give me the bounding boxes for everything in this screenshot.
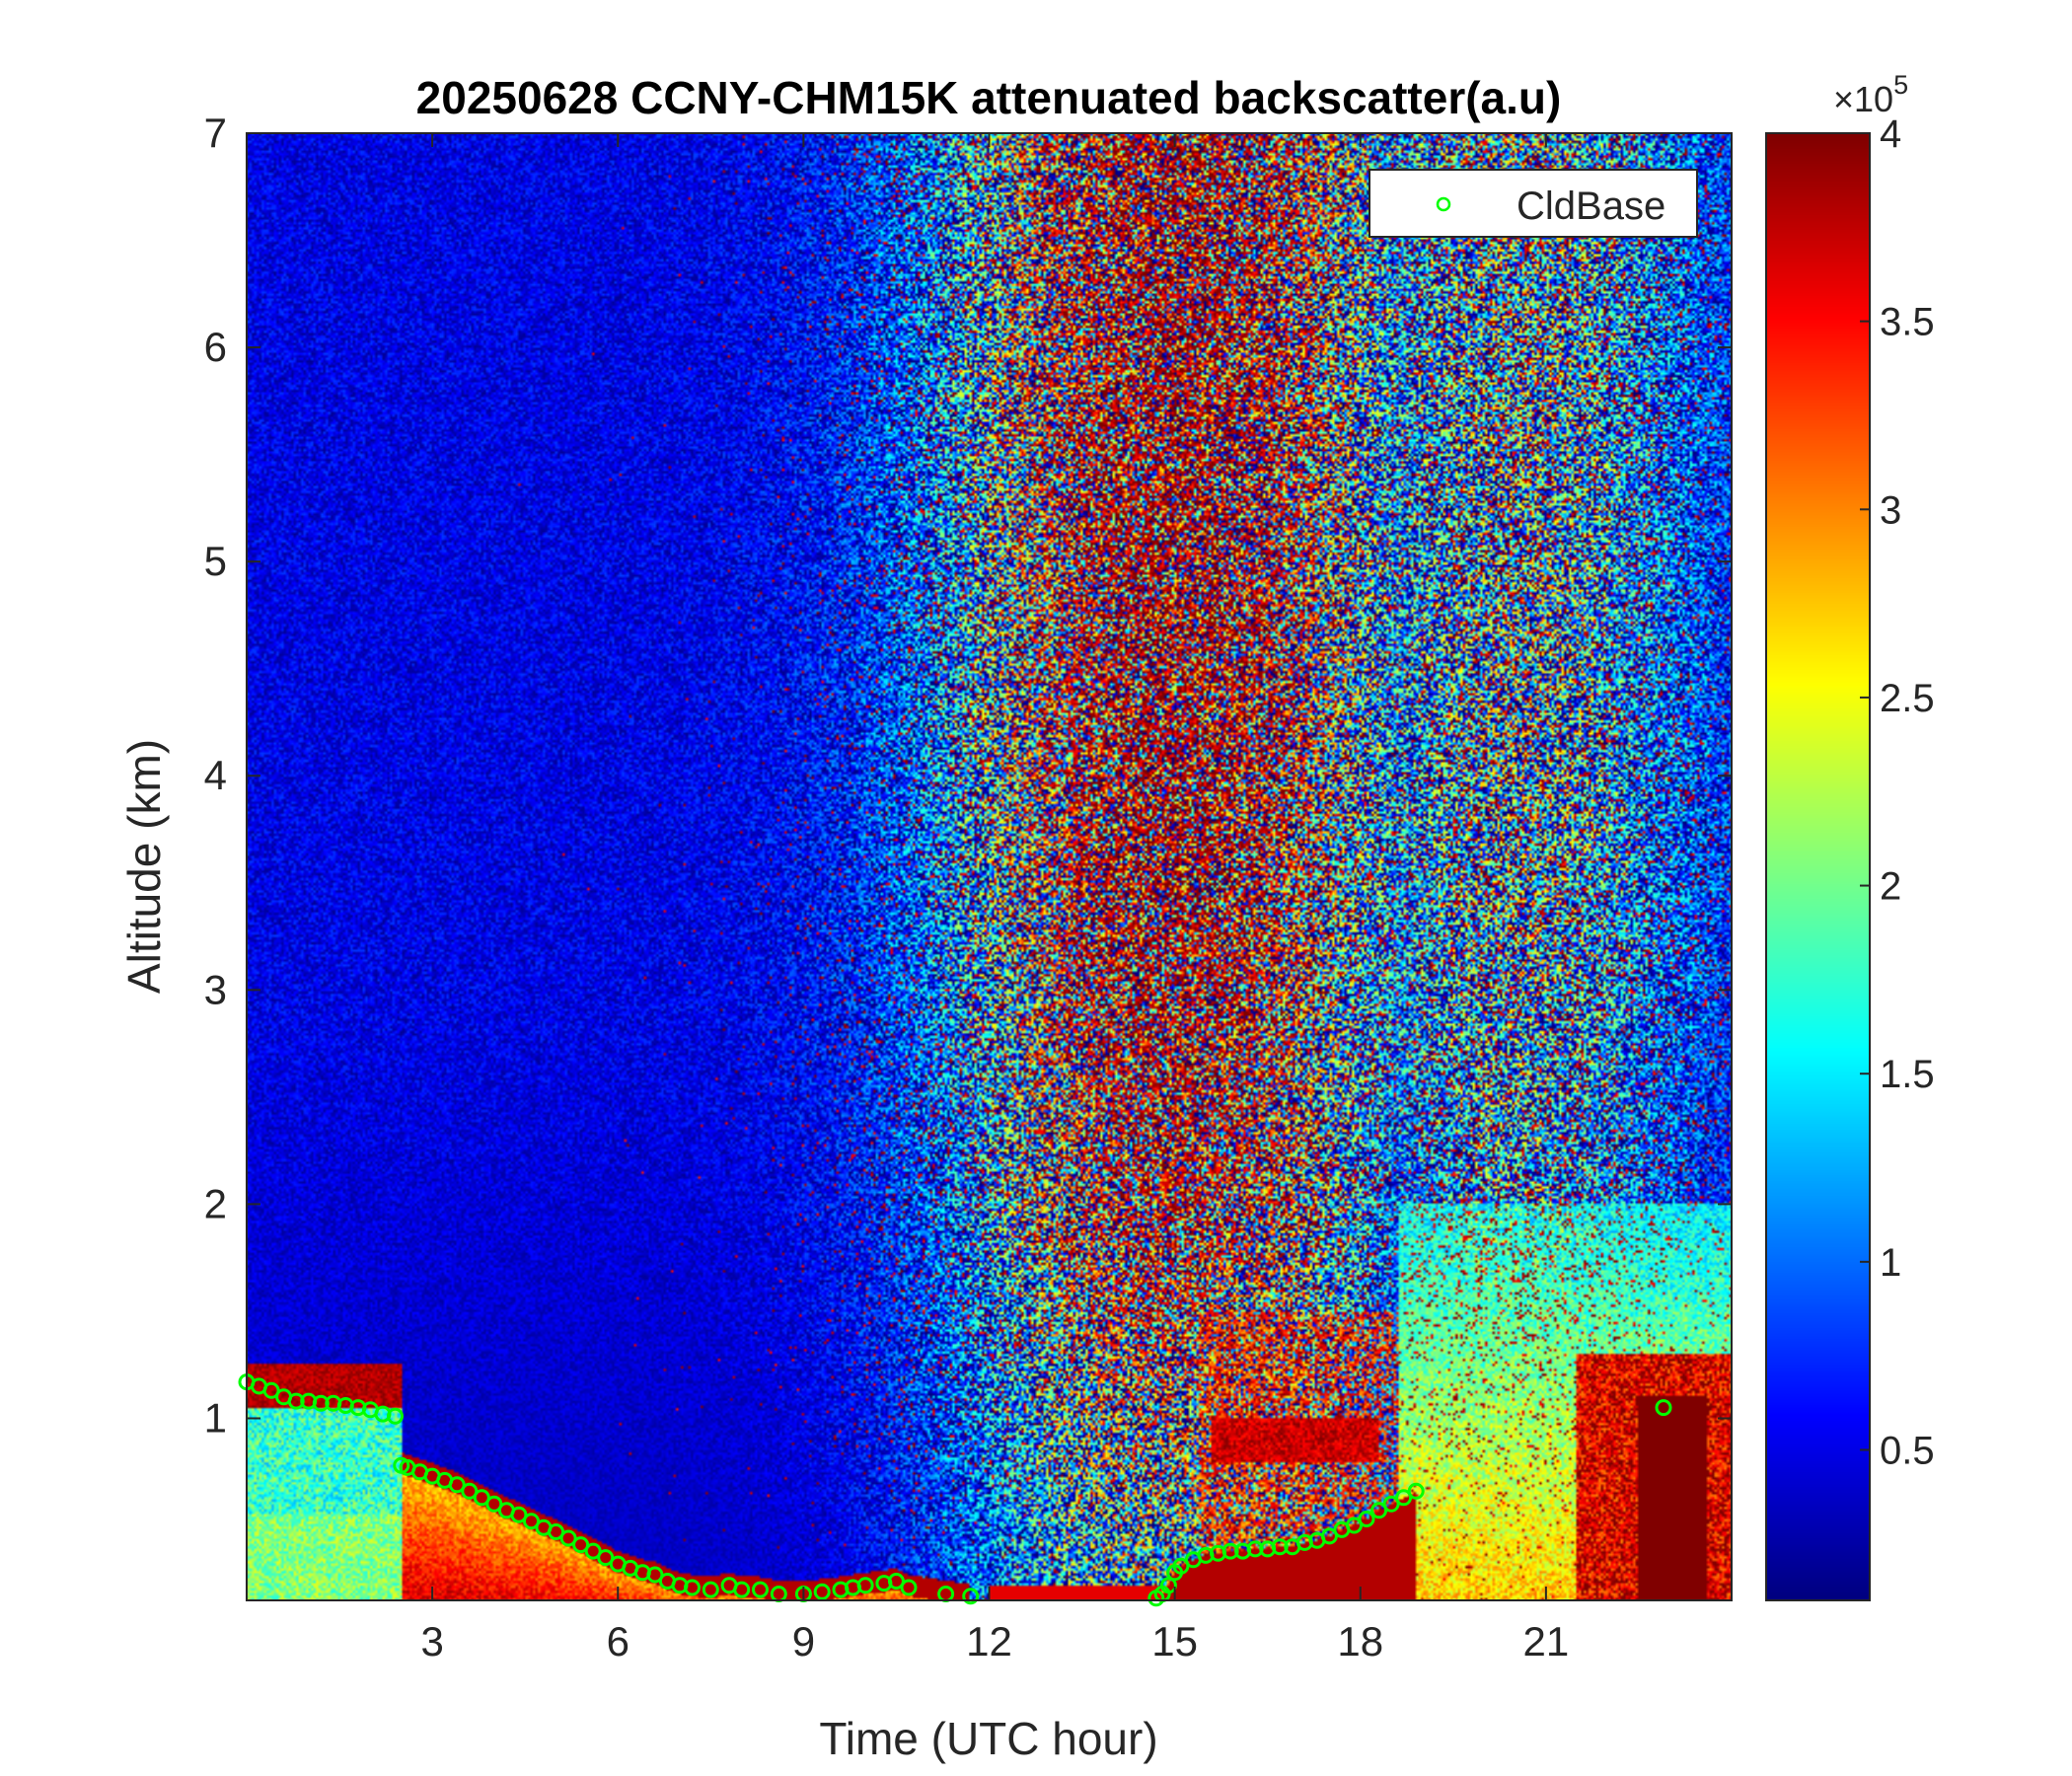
cldbase-point [1320,1527,1338,1545]
y-tick-label: 3 [204,966,227,1012]
backscatter-heatmap [247,133,1732,1600]
legend[interactable]: CldBase [1369,169,1698,238]
cldbase-point [262,1381,280,1399]
cldbase-point [1370,1502,1388,1519]
colorbar-tick-label: 3.5 [1880,301,1935,344]
y-tick-label: 2 [204,1180,227,1226]
x-axis: 3 6 9 12 15 18 21 [420,133,1569,1665]
cldbase-point [887,1573,905,1590]
cldbase-point [770,1586,787,1602]
cldbase-point [1655,1399,1672,1417]
cldbase-point [1358,1511,1375,1527]
x-tick-label: 12 [966,1618,1012,1665]
colorbar-tick-label: 2 [1880,865,1901,909]
cldbase-point [387,1407,404,1425]
y-tick-label: 1 [204,1394,227,1441]
cldbase-point [597,1549,615,1567]
x-tick-label: 3 [420,1618,443,1665]
cldbase-point [962,1588,980,1605]
colorbar-tick-label: 3 [1880,488,1901,532]
y-axis: 1 2 3 4 5 6 7 [204,110,1732,1441]
cldbase-point [473,1489,490,1507]
colorbar-tick-label: 1 [1880,1241,1901,1285]
x-tick-label: 21 [1523,1618,1570,1665]
legend-entry-cldbase: CldBase [1517,185,1665,228]
chart-title: 20250628 CCNY-CHM15K attenuated backscat… [416,72,1562,123]
colorbar-tick-label: 0.5 [1880,1429,1935,1472]
plot-frame [246,132,1733,1601]
x-tick-label: 18 [1337,1618,1383,1665]
cldbase-point [485,1495,503,1513]
colorbar-tick-label: 2.5 [1880,677,1935,720]
colorbar-axis: 0.5 1 1.5 2 2.5 3 3.5 4 [1860,112,1935,1472]
cldbase-point [702,1581,719,1598]
cldbase-point [1382,1495,1400,1513]
x-axis-label: Time (UTC hour) [819,1713,1157,1764]
cldbase-point [856,1577,874,1594]
cldbase-point [510,1506,528,1523]
legend-box [1369,169,1698,238]
colorbar-frame [1765,132,1871,1601]
cldbase-point [813,1583,831,1600]
y-axis-label: Altitude (km) [118,739,170,994]
y-tick-label: 6 [204,324,227,370]
x-tick-label: 6 [607,1618,629,1665]
x-tick-label: 9 [792,1618,815,1665]
x-tick-label: 15 [1151,1618,1198,1665]
cldbase-point [1159,1577,1177,1594]
cldbase-point [523,1513,540,1530]
cldbase-point [1346,1517,1363,1534]
cldbase-series [238,1373,1672,1607]
cldbase-point [1407,1482,1425,1500]
y-tick-label: 7 [204,110,227,156]
y-tick-label: 5 [204,538,227,584]
cldbase-point [572,1536,590,1554]
colorbar-multiplier: ×105 [1833,70,1908,119]
cldbase-point [937,1586,955,1602]
cldbase-point [548,1523,564,1540]
colorbar-gradient [1766,133,1870,1600]
cldbase-point [646,1566,664,1584]
colorbar-tick-label: 1.5 [1880,1053,1935,1096]
cldbase-point [1395,1489,1413,1507]
cldbase-point [900,1579,918,1596]
cldbase-point [584,1542,602,1560]
cldbase-point [733,1581,751,1598]
legend-marker [1436,196,1451,212]
cldbase-point [461,1482,479,1500]
y-tick-label: 4 [204,752,227,798]
cldbase-point [448,1476,466,1494]
cldbase-point [752,1581,769,1598]
cldbase-point [684,1579,701,1596]
colorbar-tick-label: 4 [1880,112,1901,156]
cldbase-point [559,1529,577,1547]
cldbase-point [1172,1557,1190,1575]
